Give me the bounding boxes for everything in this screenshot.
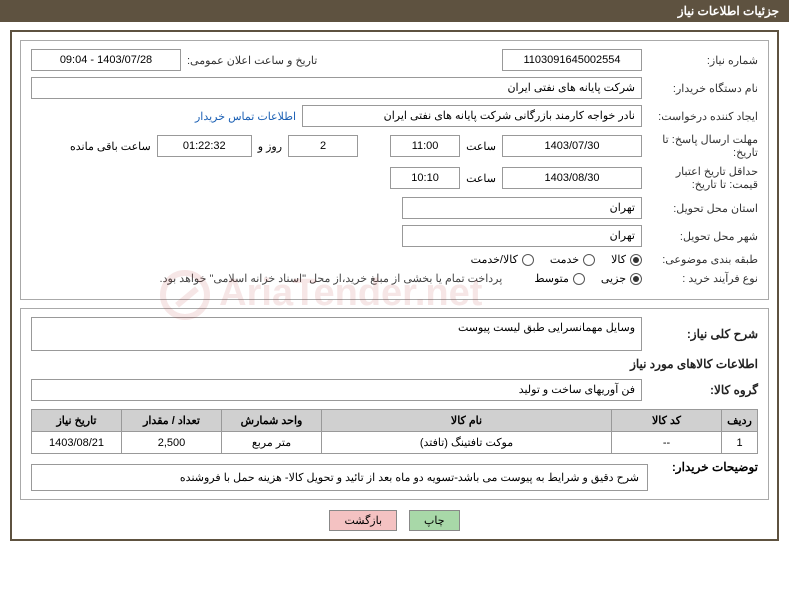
reply-deadline-time: 11:00 — [390, 135, 460, 157]
requester-label: ایجاد کننده درخواست: — [648, 110, 758, 123]
radio-medium-icon — [573, 273, 585, 285]
td-idx: 1 — [722, 432, 758, 454]
th-qty: تعداد / مقدار — [122, 410, 222, 432]
radio-service-icon — [583, 254, 595, 266]
time-label-1: ساعت — [466, 140, 496, 153]
print-button[interactable]: چاپ — [409, 510, 460, 531]
time-remaining: 01:22:32 — [157, 135, 252, 157]
goods-info-title: اطلاعات کالاهای مورد نیاز — [31, 357, 758, 371]
remaining-label: ساعت باقی مانده — [70, 140, 151, 153]
buyer-contact-link[interactable]: اطلاعات تماس خریدار — [195, 110, 296, 123]
radio-both-label: کالا/خدمت — [471, 253, 518, 266]
reply-deadline-date: 1403/07/30 — [502, 135, 642, 157]
announce-field: 1403/07/28 - 09:04 — [31, 49, 181, 71]
province-field: تهران — [402, 197, 642, 219]
radio-service-label: خدمت — [550, 253, 579, 266]
buyer-notes-field: شرح دقیق و شرایط به پیوست می باشد-تسویه … — [31, 464, 648, 491]
radio-medium-label: متوسط — [534, 272, 569, 285]
validity-label: حداقل تاریخ اعتبار قیمت: تا تاریخ: — [648, 165, 758, 191]
province-label: استان محل تحویل: — [648, 202, 758, 215]
days-and-label: روز و — [258, 140, 282, 153]
radio-partial[interactable]: جزیی — [601, 272, 642, 285]
reply-deadline-label: مهلت ارسال پاسخ: تا تاریخ: — [648, 133, 758, 159]
page-header: جزئیات اطلاعات نیاز — [0, 0, 789, 22]
th-idx: ردیف — [722, 410, 758, 432]
validity-time: 10:10 — [390, 167, 460, 189]
requester-field: نادر خواجه کارمند بازرگانی شرکت پایانه ه… — [302, 105, 642, 127]
radio-goods-label: کالا — [611, 253, 626, 266]
goods-group-label: گروه کالا: — [648, 383, 758, 397]
page-title: جزئیات اطلاعات نیاز — [678, 4, 779, 18]
city-field: تهران — [402, 225, 642, 247]
radio-partial-icon — [630, 273, 642, 285]
radio-goods[interactable]: کالا — [611, 253, 642, 266]
process-radio-group: جزیی متوسط — [534, 272, 642, 285]
td-name: موکت تافتینگ (تافتد) — [322, 432, 612, 454]
need-no-field: 1103091645002554 — [502, 49, 642, 71]
need-no-label: شماره نیاز: — [648, 54, 758, 67]
buyer-org-field: شرکت پایانه های نفتی ایران — [31, 77, 642, 99]
days-remaining: 2 — [288, 135, 358, 157]
td-code: -- — [612, 432, 722, 454]
process-label: نوع فرآیند خرید : — [648, 272, 758, 285]
td-date: 1403/08/21 — [32, 432, 122, 454]
radio-goods-icon — [630, 254, 642, 266]
th-name: نام کالا — [322, 410, 612, 432]
th-unit: واحد شمارش — [222, 410, 322, 432]
main-frame: شماره نیاز: 1103091645002554 تاریخ و ساع… — [10, 30, 779, 541]
radio-partial-label: جزیی — [601, 272, 626, 285]
radio-medium[interactable]: متوسط — [534, 272, 585, 285]
table-row: 1 -- موکت تافتینگ (تافتد) متر مربع 2,500… — [32, 432, 758, 454]
goods-box: شرح کلی نیاز: وسایل مهمانسرایی طبق لیست … — [20, 308, 769, 500]
payment-note: پرداخت تمام یا بخشی از مبلغ خرید،از محل … — [160, 272, 503, 285]
general-desc-label: شرح کلی نیاز: — [648, 327, 758, 341]
category-radio-group: کالا خدمت کالا/خدمت — [471, 253, 642, 266]
buyer-notes-label: توضیحات خریدار: — [648, 460, 758, 474]
td-qty: 2,500 — [122, 432, 222, 454]
table-header-row: ردیف کد کالا نام کالا واحد شمارش تعداد /… — [32, 410, 758, 432]
goods-group-field: فن آوریهای ساخت و تولید — [31, 379, 642, 401]
th-code: کد کالا — [612, 410, 722, 432]
footer-buttons: چاپ بازگشت — [20, 510, 769, 531]
general-desc-field: وسایل مهمانسرایی طبق لیست پیوست — [31, 317, 642, 351]
td-unit: متر مربع — [222, 432, 322, 454]
time-label-2: ساعت — [466, 172, 496, 185]
radio-both-icon — [522, 254, 534, 266]
details-box: شماره نیاز: 1103091645002554 تاریخ و ساع… — [20, 40, 769, 300]
radio-both[interactable]: کالا/خدمت — [471, 253, 534, 266]
buyer-org-label: نام دستگاه خریدار: — [648, 82, 758, 95]
announce-label: تاریخ و ساعت اعلان عمومی: — [187, 54, 317, 67]
category-label: طبقه بندی موضوعی: — [648, 253, 758, 266]
th-date: تاریخ نیاز — [32, 410, 122, 432]
goods-table: ردیف کد کالا نام کالا واحد شمارش تعداد /… — [31, 409, 758, 454]
back-button[interactable]: بازگشت — [329, 510, 397, 531]
city-label: شهر محل تحویل: — [648, 230, 758, 243]
radio-service[interactable]: خدمت — [550, 253, 595, 266]
validity-date: 1403/08/30 — [502, 167, 642, 189]
